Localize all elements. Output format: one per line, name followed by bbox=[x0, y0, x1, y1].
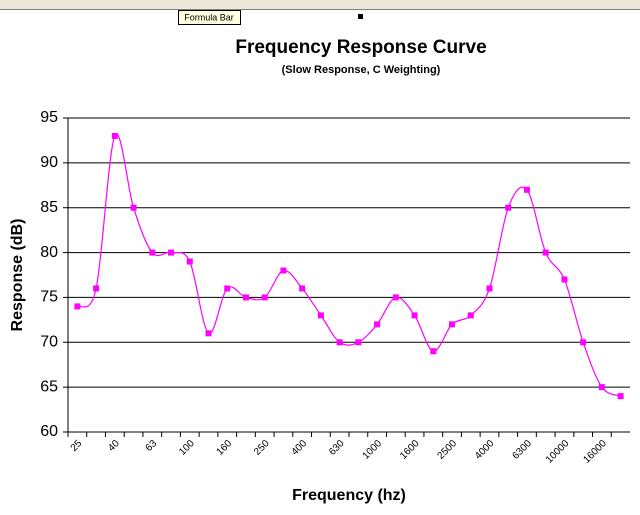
x-tick-label: 1600 bbox=[398, 438, 422, 462]
x-tick-label: 63 bbox=[144, 438, 160, 454]
y-tick-label: 80 bbox=[40, 244, 58, 261]
point-marker bbox=[617, 393, 624, 400]
point-marker bbox=[130, 204, 137, 211]
y-tick-label: 75 bbox=[40, 289, 58, 306]
x-tick-label: 4000 bbox=[473, 438, 497, 462]
point-marker bbox=[224, 285, 231, 292]
x-tick-label: 400 bbox=[290, 438, 310, 458]
y-tick-label: 90 bbox=[40, 154, 58, 171]
point-marker bbox=[523, 186, 530, 193]
point-marker bbox=[74, 303, 81, 310]
point-marker bbox=[186, 258, 193, 265]
point-marker bbox=[168, 249, 175, 256]
x-tick-label: 250 bbox=[252, 438, 272, 458]
point-marker bbox=[486, 285, 493, 292]
y-tick-label: 70 bbox=[40, 334, 58, 351]
point-marker bbox=[355, 339, 362, 346]
point-marker bbox=[93, 285, 100, 292]
tooltip-box bbox=[178, 10, 241, 25]
selection-handle[interactable] bbox=[358, 14, 363, 19]
formula-bar bbox=[0, 0, 640, 9]
point-marker bbox=[149, 249, 156, 256]
x-tick-label: 1000 bbox=[361, 438, 385, 462]
point-marker bbox=[336, 339, 343, 346]
point-marker bbox=[111, 132, 118, 139]
point-marker bbox=[374, 321, 381, 328]
point-marker bbox=[392, 294, 399, 301]
chart-subtitle: (Slow Response, C Weighting) bbox=[282, 64, 441, 76]
point-marker bbox=[299, 285, 306, 292]
point-marker bbox=[205, 330, 212, 337]
point-marker bbox=[261, 294, 268, 301]
tooltip: Formula Bar bbox=[184, 12, 234, 22]
series-line bbox=[76, 133, 621, 397]
point-marker bbox=[505, 204, 512, 211]
point-marker bbox=[598, 384, 605, 391]
x-axis-label: Frequency (hz) bbox=[292, 487, 406, 504]
x-tick-label: 40 bbox=[106, 438, 122, 454]
y-axis-label: Response (dB) bbox=[9, 219, 26, 332]
x-tick-label: 100 bbox=[177, 438, 197, 458]
point-marker bbox=[411, 312, 418, 319]
x-tick-label: 630 bbox=[327, 438, 347, 458]
x-tick-label: 10000 bbox=[544, 438, 572, 466]
x-tick-label: 6300 bbox=[510, 438, 534, 462]
x-tick-label: 16000 bbox=[581, 438, 609, 466]
point-marker bbox=[317, 312, 324, 319]
point-marker bbox=[242, 294, 249, 301]
point-marker bbox=[467, 312, 474, 319]
point-marker bbox=[430, 348, 437, 355]
point-marker bbox=[580, 339, 587, 346]
point-marker bbox=[280, 267, 287, 274]
y-tick-label: 95 bbox=[40, 109, 58, 126]
x-tick-label: 2500 bbox=[436, 438, 460, 462]
chart-title: Frequency Response Curve bbox=[235, 37, 486, 58]
x-tick-label: 25 bbox=[69, 438, 85, 454]
point-marker bbox=[561, 276, 568, 283]
x-tick-label: 160 bbox=[215, 438, 235, 458]
point-marker bbox=[542, 249, 549, 256]
y-tick-label: 60 bbox=[40, 423, 58, 440]
y-tick-label: 85 bbox=[40, 199, 58, 216]
y-tick-label: 65 bbox=[40, 378, 58, 395]
point-marker bbox=[449, 321, 456, 328]
